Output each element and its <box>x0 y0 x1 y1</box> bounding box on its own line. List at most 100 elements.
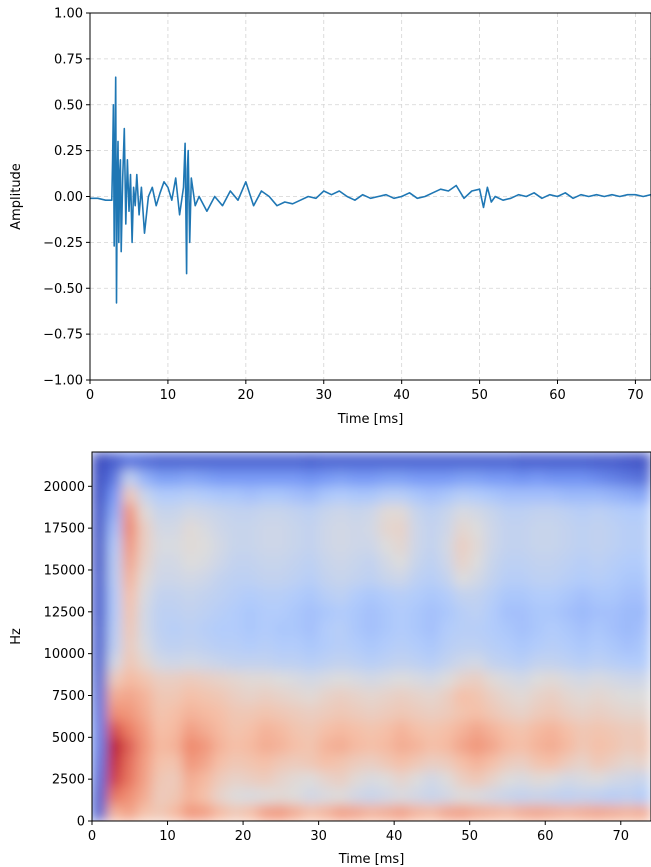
spectrogram-cell <box>197 503 213 521</box>
spectrogram-y-tick-label: 0 <box>77 815 85 830</box>
spectrogram-cell <box>107 620 123 638</box>
spectrogram-cell <box>635 486 651 504</box>
waveform-y-tick-label: 0.00 <box>54 190 83 205</box>
spectrogram-cell <box>409 452 425 470</box>
spectrogram-cell <box>515 486 531 504</box>
spectrogram-cell <box>439 636 455 654</box>
spectrogram-cell <box>454 737 470 755</box>
spectrogram-cell <box>107 553 123 571</box>
spectrogram-cell <box>167 670 183 688</box>
spectrogram-cell <box>530 636 546 654</box>
spectrogram-y-tick-label: 5000 <box>52 731 85 746</box>
spectrogram-cell <box>439 770 455 788</box>
spectrogram-cell <box>409 636 425 654</box>
spectrogram-cell <box>409 519 425 537</box>
spectrogram-cell <box>424 503 440 521</box>
spectrogram-cell <box>348 670 364 688</box>
spectrogram-cell <box>167 620 183 638</box>
spectrogram-cell <box>333 620 349 638</box>
spectrogram-cell <box>424 469 440 487</box>
spectrogram-cell <box>107 653 123 671</box>
spectrogram-cell <box>439 687 455 705</box>
spectrogram-cell <box>137 486 153 504</box>
spectrogram-x-tick-label: 50 <box>461 829 478 844</box>
spectrogram-cell <box>92 804 108 822</box>
spectrogram-cell <box>318 754 334 772</box>
spectrogram-cell <box>197 770 213 788</box>
spectrogram-cell <box>379 603 395 621</box>
spectrogram-cell <box>288 754 304 772</box>
spectrogram-cell <box>575 787 591 805</box>
spectrogram-cell <box>137 653 153 671</box>
spectrogram-cell <box>107 787 123 805</box>
spectrogram-cell <box>227 720 243 738</box>
spectrogram-cell <box>530 553 546 571</box>
spectrogram-cell <box>363 503 379 521</box>
spectrogram-cell <box>484 804 500 822</box>
waveform-x-tick-label: 70 <box>627 388 644 403</box>
spectrogram-cell <box>545 536 561 554</box>
spectrogram-cell <box>409 586 425 604</box>
spectrogram-cell <box>122 754 138 772</box>
spectrogram-cell <box>348 486 364 504</box>
spectrogram-cell <box>363 469 379 487</box>
spectrogram-cell <box>515 586 531 604</box>
spectrogram-cell <box>409 703 425 721</box>
spectrogram-cell <box>348 469 364 487</box>
spectrogram-cell <box>363 603 379 621</box>
spectrogram-cell <box>515 804 531 822</box>
spectrogram-cell <box>243 486 259 504</box>
spectrogram-cell <box>424 804 440 822</box>
spectrogram-cell <box>454 703 470 721</box>
spectrogram-cell <box>530 703 546 721</box>
spectrogram-x-tick-label: 10 <box>159 829 176 844</box>
spectrogram-cell <box>258 536 274 554</box>
spectrogram-cell <box>92 586 108 604</box>
spectrogram-cell <box>107 486 123 504</box>
spectrogram-cell <box>303 804 319 822</box>
spectrogram-cell <box>635 653 651 671</box>
spectrogram-cell <box>620 687 636 705</box>
spectrogram-cell <box>348 452 364 470</box>
spectrogram-cell <box>484 737 500 755</box>
spectrogram-cell <box>620 636 636 654</box>
spectrogram-cell <box>182 553 198 571</box>
spectrogram-cell <box>212 620 228 638</box>
spectrogram-cell <box>469 569 485 587</box>
spectrogram-cell <box>212 452 228 470</box>
spectrogram-cell <box>424 603 440 621</box>
spectrogram-cell <box>590 737 606 755</box>
spectrogram-cell <box>409 804 425 822</box>
spectrogram-cell <box>182 653 198 671</box>
spectrogram-cell <box>152 486 168 504</box>
spectrogram-cell <box>122 503 138 521</box>
spectrogram-cell <box>348 770 364 788</box>
spectrogram-cell <box>107 536 123 554</box>
spectrogram-cell <box>590 687 606 705</box>
spectrogram-cell <box>122 586 138 604</box>
spectrogram-cell <box>288 569 304 587</box>
spectrogram-cell <box>439 553 455 571</box>
spectrogram-cell <box>575 703 591 721</box>
spectrogram-cell <box>424 569 440 587</box>
spectrogram-cell <box>137 754 153 772</box>
spectrogram-cell <box>394 603 410 621</box>
spectrogram-cell <box>635 737 651 755</box>
spectrogram-cell <box>137 636 153 654</box>
spectrogram-cell <box>273 737 289 755</box>
spectrogram-cell <box>605 670 621 688</box>
spectrogram-cell <box>167 737 183 755</box>
spectrogram-cell <box>273 636 289 654</box>
spectrogram-cell <box>182 603 198 621</box>
spectrogram-cell <box>439 754 455 772</box>
spectrogram-cell <box>227 553 243 571</box>
spectrogram-cell <box>197 603 213 621</box>
spectrogram-cell <box>363 737 379 755</box>
spectrogram-cell <box>454 804 470 822</box>
spectrogram-cell <box>122 620 138 638</box>
spectrogram-cell <box>258 586 274 604</box>
spectrogram-cell <box>575 553 591 571</box>
spectrogram-cell <box>197 620 213 638</box>
spectrogram-cell <box>258 703 274 721</box>
spectrogram-cell <box>499 687 515 705</box>
